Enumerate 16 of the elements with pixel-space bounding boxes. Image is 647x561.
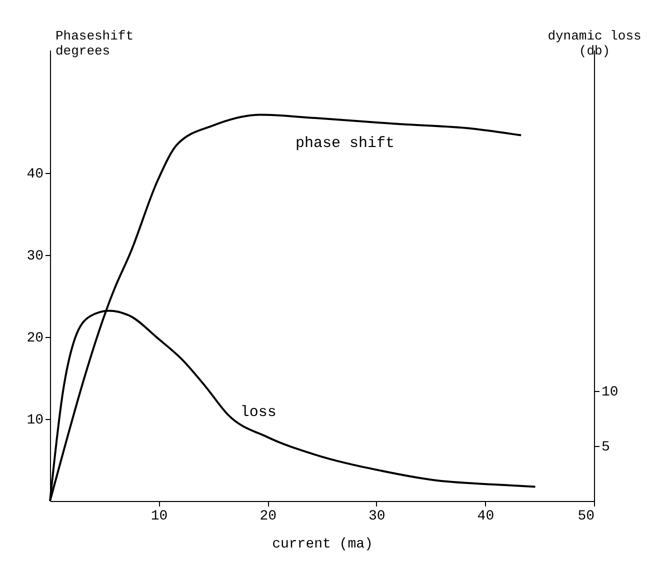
y2-tick-label: 5 — [602, 440, 610, 456]
x-tick-label: 10 — [150, 508, 168, 524]
x-axis-title: current (ma) — [272, 536, 373, 552]
y2-tick-label: 10 — [602, 384, 618, 400]
y-tick-label: 30 — [26, 248, 44, 264]
series-label: phase shift — [295, 135, 395, 152]
x-tick-label: 40 — [477, 508, 494, 524]
x-tick-label: 30 — [368, 508, 386, 524]
x-tick-label: 50 — [578, 508, 594, 524]
y-tick-label: 20 — [26, 330, 44, 346]
x-tick-label: 20 — [260, 508, 277, 524]
y-axis-title: Phaseshift degrees — [56, 28, 134, 58]
y-tick-label: 40 — [26, 166, 44, 182]
y2-axis-title: dynamic loss (db) — [548, 28, 642, 58]
y-tick-label: 10 — [26, 412, 44, 428]
series-label: loss — [240, 404, 276, 422]
